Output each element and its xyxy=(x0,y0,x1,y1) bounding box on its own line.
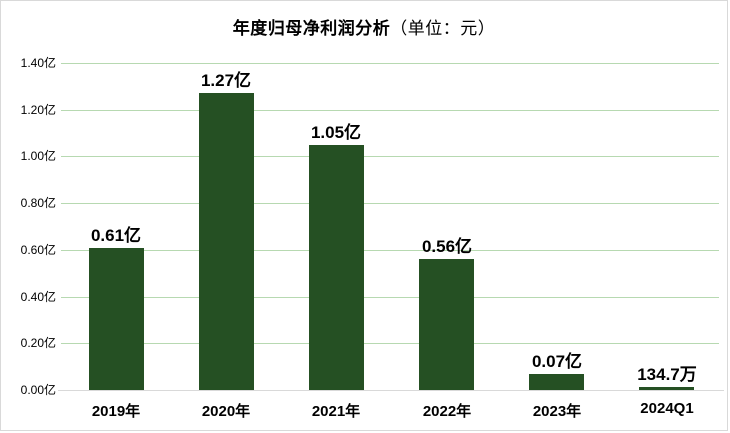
gridline xyxy=(61,63,719,64)
gridline xyxy=(61,297,719,298)
x-axis-tick-label: 2021年 xyxy=(311,403,361,420)
chart-title-unit: （单位：元） xyxy=(390,19,496,38)
bar-2021年 xyxy=(309,145,364,390)
y-axis-tick-label: 0.60亿 xyxy=(20,243,56,257)
bar-value-label: 0.61亿 xyxy=(90,226,142,245)
x-axis-tick-label: 2024Q1 xyxy=(640,400,694,417)
x-axis-tick-label: 2023年 xyxy=(532,403,582,420)
gridline xyxy=(61,156,719,157)
bar-value-label: 0.56亿 xyxy=(421,237,473,256)
y-axis-tick-label: 0.40亿 xyxy=(20,290,56,304)
bar-2022年 xyxy=(419,259,474,390)
y-axis-tick-label: 1.00亿 xyxy=(20,149,56,163)
y-axis-tick-label: 1.40亿 xyxy=(20,56,56,70)
bar-2024Q1 xyxy=(639,387,694,390)
x-axis-tick-label: 2019年 xyxy=(91,403,141,420)
bar-2023年 xyxy=(529,374,584,390)
x-axis-tick-label: 2022年 xyxy=(422,403,472,420)
bar-2019年 xyxy=(89,248,144,390)
gridline xyxy=(61,343,719,344)
gridline xyxy=(61,203,719,204)
y-axis-tick-label: 1.20亿 xyxy=(20,103,56,117)
bar-value-label: 1.27亿 xyxy=(200,71,252,90)
y-axis-tick-label: 0.00亿 xyxy=(20,383,56,397)
chart-title: 年度归母净利润分析（单位：元） xyxy=(1,14,727,39)
gridline xyxy=(61,250,719,251)
chart-title-text: 年度归母净利润分析 xyxy=(232,19,391,38)
y-axis-tick-label: 0.20亿 xyxy=(20,336,56,350)
bar-value-label: 134.7万 xyxy=(637,365,697,384)
y-axis-tick-label: 0.80亿 xyxy=(20,196,56,210)
x-axis-line xyxy=(58,390,724,391)
bar-2020年 xyxy=(199,93,254,390)
bar-value-label: 0.07亿 xyxy=(531,352,583,371)
bar-value-label: 1.05亿 xyxy=(310,123,362,142)
gridline xyxy=(61,110,719,111)
x-axis-tick-label: 2020年 xyxy=(201,403,251,420)
